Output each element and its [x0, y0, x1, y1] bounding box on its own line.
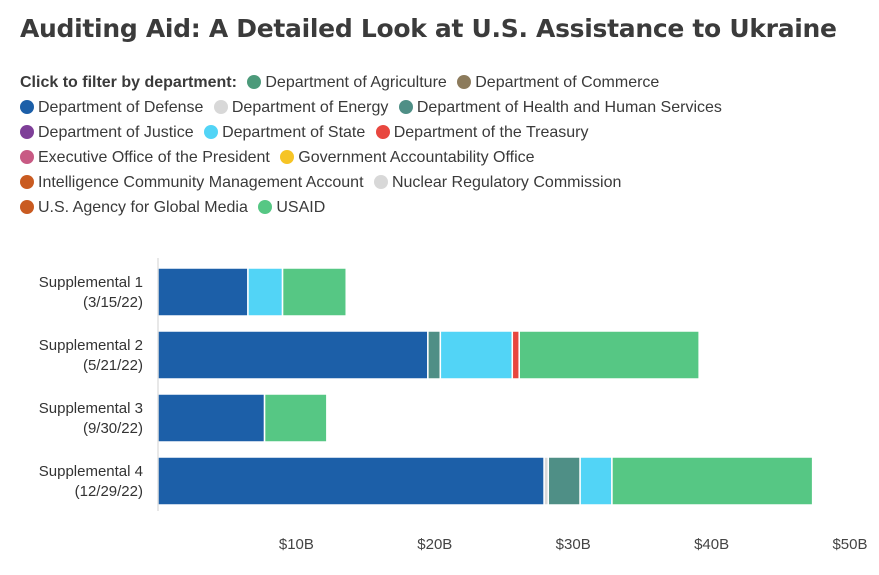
x-tick-label: $10B — [279, 536, 314, 553]
legend-item-gao[interactable]: Government Accountability Office — [280, 145, 535, 170]
bar-segment: Department of Defense: 27.9 — [157, 456, 545, 506]
x-tick-label: $20B — [417, 536, 452, 553]
legend-item-defense[interactable]: Department of Defense — [20, 95, 203, 120]
category-date-label: (3/15/22) — [83, 294, 143, 311]
page-title: Auditing Aid: A Detailed Look at U.S. As… — [20, 14, 837, 43]
legend-item-label: U.S. Agency for Global Media — [38, 199, 248, 216]
legend-item-energy[interactable]: Department of Energy — [213, 95, 389, 120]
bar-segment: Department of Defense: 6.5 — [157, 267, 249, 317]
legend-item-intelligence-community[interactable]: Intelligence Community Management Accoun… — [20, 170, 364, 195]
legend-item-state[interactable]: Department of State — [204, 120, 365, 145]
bar-segment: Department of Health and Human Services:… — [427, 330, 442, 380]
bar-segment: USAID: 4.5 — [263, 393, 328, 443]
bar-segment: Department of State: 2.3 — [579, 456, 613, 506]
legend-item-label: Nuclear Regulatory Commission — [391, 174, 622, 191]
legend-item-label: Department of Commerce — [475, 74, 660, 91]
bar-segment: Department of Health and Human Services:… — [547, 456, 581, 506]
legend-item-agriculture[interactable]: Department of Agriculture — [247, 70, 447, 95]
bar-segment: Department of State: 5.2 — [439, 330, 514, 380]
bar-segment: Department of Defense: 7.7 — [157, 393, 266, 443]
category-date-label: (9/30/22) — [83, 420, 143, 437]
circle-swatch-icon — [258, 200, 273, 214]
legend-item-label: Intelligence Community Management Accoun… — [38, 174, 364, 191]
legend-item-label: Department of Health and Human Services — [416, 99, 722, 116]
bar-segment: Department of State: 2.5 — [247, 267, 284, 317]
bar-segment: Department of Defense: 19.5 — [157, 330, 429, 380]
category-label: Supplemental 4 — [39, 463, 143, 480]
circle-swatch-icon — [398, 100, 413, 114]
legend-item-label: Government Accountability Office — [298, 149, 535, 166]
legend-item-label: Department of the Treasury — [393, 124, 589, 141]
legend-item-executive-office[interactable]: Executive Office of the President — [20, 145, 270, 170]
circle-swatch-icon — [280, 150, 295, 164]
circle-swatch-icon — [20, 100, 34, 114]
legend-item-label: Department of State — [222, 124, 366, 141]
category-date-label: (12/29/22) — [75, 483, 143, 500]
legend-item-commerce[interactable]: Department of Commerce — [457, 70, 659, 95]
bar-segment: Department of the Treasury: 0.5 — [511, 330, 520, 380]
circle-swatch-icon — [20, 150, 34, 164]
stacked-bar-chart: Supplemental 1 (3/15/22) Department of Def… — [39, 258, 868, 553]
circle-swatch-icon — [247, 75, 262, 89]
x-tick-label: $50B — [832, 536, 867, 553]
circle-swatch-icon — [375, 125, 390, 139]
circle-swatch-icon — [213, 100, 228, 114]
category-date-label: (5/21/22) — [83, 357, 143, 374]
legend-heading: Click to filter by department: — [20, 74, 237, 91]
legend-item-label: USAID — [276, 199, 326, 216]
circle-swatch-icon — [457, 75, 472, 89]
legend-item-label: Department of Agriculture — [265, 74, 447, 91]
department-filter-legend: Click to filter by department: Departmen… — [20, 70, 870, 220]
legend-item-justice[interactable]: Department of Justice — [20, 120, 194, 145]
bar-segment: USAID: 14.5 — [611, 456, 814, 506]
legend-item-global-media[interactable]: U.S. Agency for Global Media — [20, 195, 248, 220]
category-label: Supplemental 1 — [39, 274, 143, 291]
legend-item-label: Executive Office of the President — [38, 149, 270, 166]
category-label: Supplemental 3 — [39, 400, 143, 417]
circle-swatch-icon — [373, 175, 388, 189]
legend-item-label: Department of Justice — [38, 124, 194, 141]
bar-segment: USAID: 13 — [518, 330, 700, 380]
legend-item-health-human-services[interactable]: Department of Health and Human Services — [398, 95, 722, 120]
legend-item-label: Department of Energy — [231, 99, 389, 116]
legend-item-treasury[interactable]: Department of the Treasury — [375, 120, 589, 145]
circle-swatch-icon — [20, 125, 34, 139]
bar-segment: USAID: 4.6 — [281, 267, 347, 317]
x-tick-label: $40B — [694, 536, 729, 553]
circle-swatch-icon — [204, 125, 219, 139]
legend-item-usaid[interactable]: USAID — [258, 195, 325, 220]
x-tick-label: $30B — [556, 536, 591, 553]
circle-swatch-icon — [20, 200, 34, 214]
category-label: Supplemental 2 — [39, 337, 143, 354]
legend-item-label: Department of Defense — [38, 99, 204, 116]
circle-swatch-icon — [20, 175, 34, 189]
legend-item-nuclear-regulatory[interactable]: Nuclear Regulatory Commission — [373, 170, 622, 195]
